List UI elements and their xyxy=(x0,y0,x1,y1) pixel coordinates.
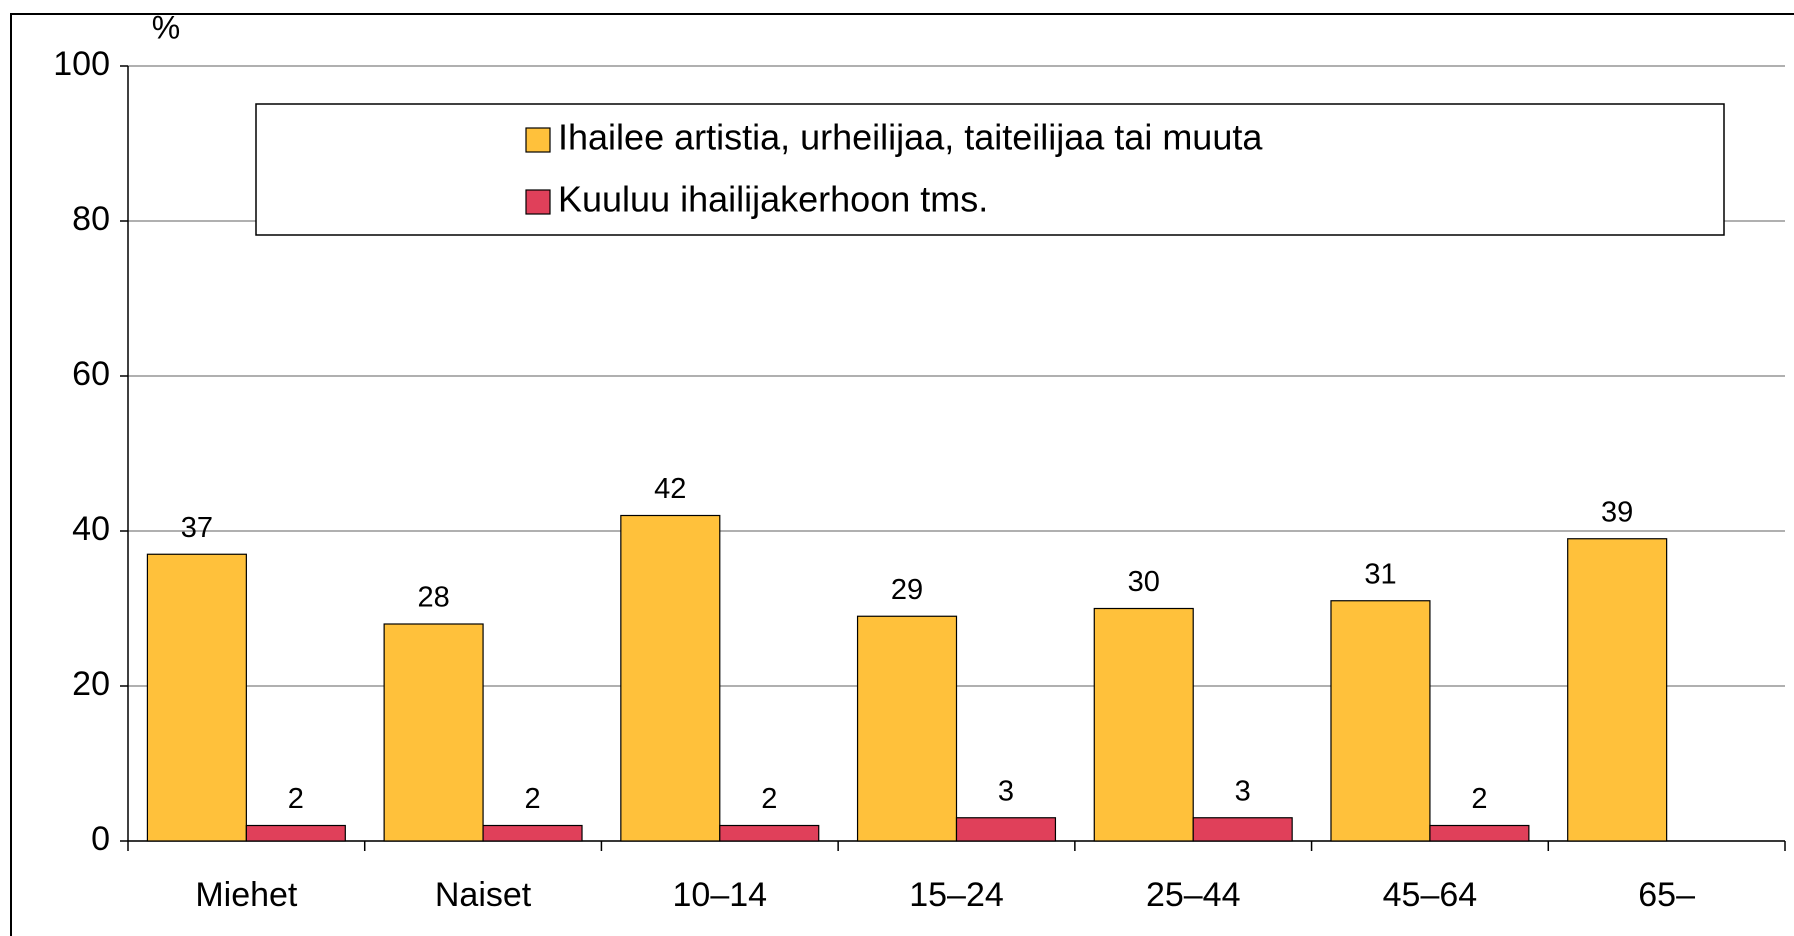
x-tick-label: 65– xyxy=(1638,876,1695,914)
x-tick-label: 45–64 xyxy=(1383,876,1478,914)
data-label: 29 xyxy=(891,574,923,606)
legend-swatch xyxy=(525,127,551,153)
data-label: 30 xyxy=(1128,566,1160,598)
y-tick-label: 100 xyxy=(53,45,110,83)
bar xyxy=(620,514,721,842)
data-label: 39 xyxy=(1601,496,1633,528)
bar xyxy=(1192,817,1293,842)
x-tick-label: 25–44 xyxy=(1146,876,1241,914)
data-label: 2 xyxy=(1471,783,1487,815)
data-label: 3 xyxy=(998,775,1014,807)
bar xyxy=(719,824,820,842)
data-label: 42 xyxy=(654,473,686,505)
y-tick-label: 80 xyxy=(72,200,110,238)
y-tick-label: 60 xyxy=(72,355,110,393)
y-tick-label: 20 xyxy=(72,665,110,703)
bar xyxy=(1429,824,1530,842)
bar xyxy=(146,553,247,842)
x-tick-label: Naiset xyxy=(435,876,532,914)
bar xyxy=(1093,607,1194,842)
y-tick-label: 40 xyxy=(72,510,110,548)
x-tick-label: Miehet xyxy=(195,876,298,914)
y-axis-label: % xyxy=(152,9,180,45)
bar xyxy=(383,623,484,842)
x-tick-label: 10–14 xyxy=(673,876,768,914)
legend-box xyxy=(255,103,1725,236)
bar xyxy=(482,824,583,842)
data-label: 37 xyxy=(181,512,213,544)
data-label: 2 xyxy=(288,783,304,815)
x-tick-label: 15–24 xyxy=(909,876,1004,914)
legend-swatch xyxy=(525,189,551,215)
data-label: 2 xyxy=(524,783,540,815)
legend-label: Kuuluu ihailijakerhoon tms. xyxy=(558,179,988,220)
data-label: 3 xyxy=(1235,775,1251,807)
bar xyxy=(1330,600,1431,842)
y-tick-label: 0 xyxy=(91,820,110,858)
data-label: 31 xyxy=(1364,558,1396,590)
bar xyxy=(856,615,958,842)
chart-frame xyxy=(10,13,1794,936)
legend-label: Ihailee artistia, urheilijaa, taiteilija… xyxy=(558,117,1263,158)
data-label: 28 xyxy=(417,582,449,614)
bar xyxy=(245,824,346,842)
bar xyxy=(1567,538,1668,842)
bar xyxy=(955,817,1057,842)
data-label: 2 xyxy=(761,783,777,815)
